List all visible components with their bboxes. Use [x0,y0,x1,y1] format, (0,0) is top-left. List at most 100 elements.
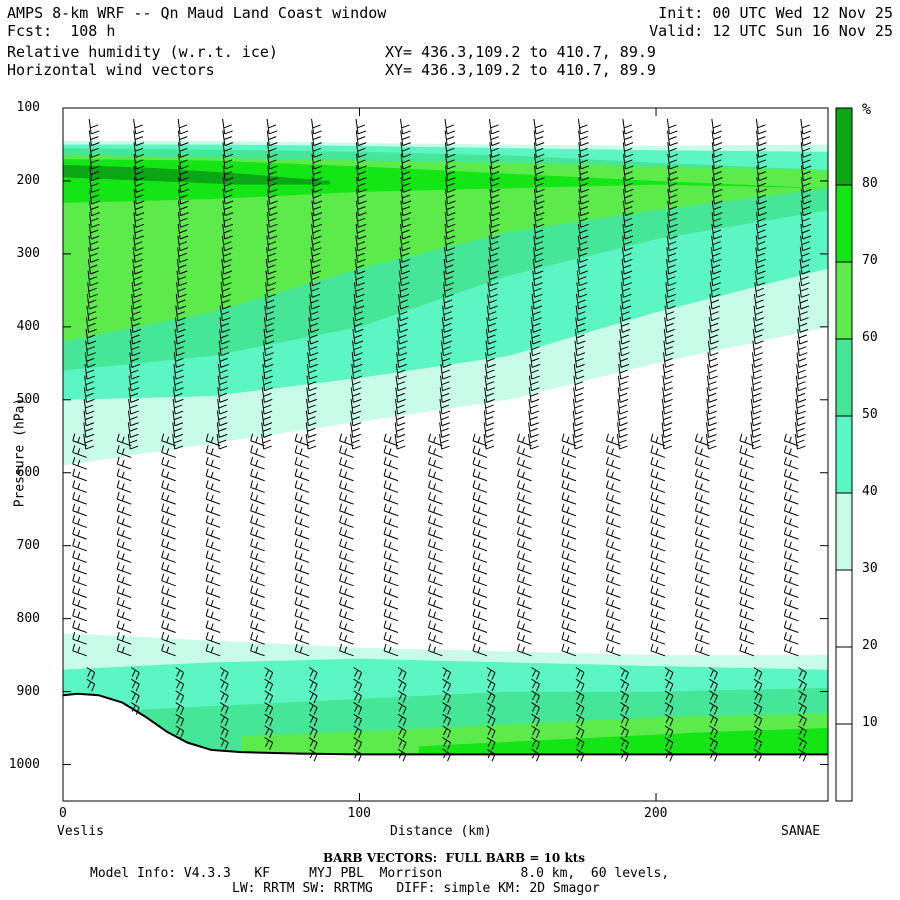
wind-barb [116,480,132,493]
wind-barb [755,118,767,135]
wind-barb [161,515,176,528]
wind-barb [783,585,799,598]
wind-barb [753,748,763,762]
wind-barb [264,667,274,680]
wind-barb [572,422,584,438]
wind-barb [532,247,544,263]
wind-barb [751,352,763,368]
wind-barb [428,468,443,482]
wind-barb [621,270,632,287]
wind-barb [483,422,495,438]
wind-barb [667,177,679,193]
wind-barb [705,434,717,450]
wind-barb [650,608,666,622]
wind-barb [752,328,764,345]
wind-barb [694,561,710,575]
wind-barb [428,433,443,447]
wind-barb [561,550,577,563]
wind-barb [663,340,675,357]
wind-barb [794,422,806,438]
wind-barb [708,328,719,345]
wind-barb [578,188,590,205]
wind-barb [706,387,718,403]
wind-barb [133,223,144,240]
wind-barb [711,188,723,205]
wind-barb [266,247,277,263]
wind-barb [605,491,621,505]
wind-barb [650,585,666,598]
wind-barb [133,212,145,228]
wind-barb [472,491,488,505]
wind-barb [311,188,323,205]
wind-barb [205,445,221,458]
wind-barb [306,375,318,392]
wind-barb [783,538,799,552]
wind-barb [739,573,755,587]
wind-barb [116,561,132,575]
wind-barb [72,480,87,493]
wind-barb [219,328,230,345]
wind-barb [517,608,532,622]
wind-barb [294,515,310,528]
wind-barb [444,153,456,170]
wind-barb [783,573,799,587]
wind-barb [310,247,322,263]
wind-barb [72,561,87,575]
wind-barb [578,212,589,228]
wind-barb [739,515,755,528]
wind-barb [710,258,722,275]
wind-barb [798,737,807,750]
wind-barb [161,643,176,657]
wind-barb [394,422,406,438]
wind-barb [116,491,132,505]
wind-barb [116,445,132,458]
wind-barb [250,643,265,657]
wind-barb [472,573,488,587]
wind-barb [561,491,577,505]
wind-barb [353,690,363,704]
wind-barb [128,375,140,392]
wind-barb [133,188,145,205]
wind-barb [575,713,585,727]
wind-barb [72,445,87,458]
wind-barb [621,258,633,275]
wind-barb [444,118,456,135]
wind-barb [175,690,185,704]
wind-barb [707,363,718,380]
wind-barb [294,597,310,610]
wind-barb [573,363,585,380]
wind-barb [795,398,806,415]
wind-barb [130,667,140,680]
wind-barb [309,282,321,298]
wind-barb [308,737,318,750]
wind-barb [205,585,221,598]
wind-barb [250,445,265,458]
wind-barb [85,317,97,333]
wind-barb [161,597,176,610]
wind-barb [618,340,630,357]
wind-barb [383,468,399,482]
wind-barb [395,387,406,403]
wind-barb [605,456,621,470]
wind-barb [116,608,132,622]
wind-barb [754,270,766,287]
wind-barb [755,235,767,252]
wind-barb [353,667,363,680]
wind-barb [706,410,717,427]
wind-barb [72,632,87,645]
wind-barb [486,678,496,692]
wind-barb [711,153,723,170]
wind-barb [561,597,577,610]
wind-barb [222,153,234,170]
wind-barb [383,632,399,645]
wind-barb [617,375,629,392]
wind-barb [84,363,96,380]
wind-barb [710,270,721,287]
wind-barb [216,410,228,427]
wind-barb [355,235,367,252]
wind-barb [605,550,621,563]
wind-barb [472,538,488,552]
wind-barb [383,561,399,575]
upper-rh-60-3 [63,155,828,342]
wind-barb [711,177,723,193]
